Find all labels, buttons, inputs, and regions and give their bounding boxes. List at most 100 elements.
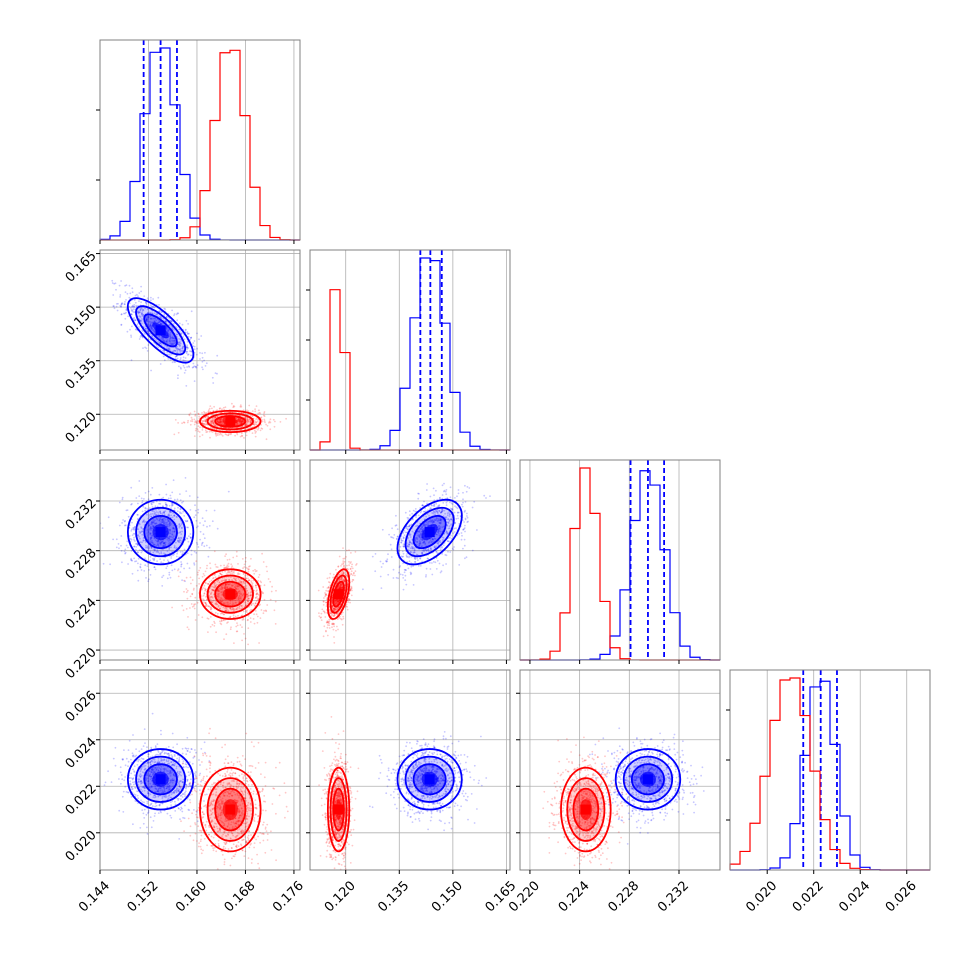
scatter-point (151, 327, 154, 330)
scatter-point (120, 303, 123, 306)
scatter-point (239, 420, 241, 422)
scatter-point (246, 595, 248, 597)
scatter-point (231, 565, 234, 568)
scatter-point (170, 339, 173, 342)
scatter-point (238, 420, 241, 423)
scatter-point (169, 576, 172, 579)
scatter-point (235, 625, 238, 628)
scatter-point (226, 603, 229, 606)
scatter-point (182, 421, 185, 424)
scatter-point (149, 533, 152, 536)
scatter-point (204, 602, 207, 605)
scatter-point (225, 609, 227, 612)
scatter-point (225, 567, 228, 569)
scatter-point (140, 334, 143, 337)
scatter-point (176, 350, 179, 352)
scatter-point (249, 617, 252, 619)
scatter-point (240, 422, 243, 424)
scatter-point (228, 583, 231, 586)
scatter-point (227, 570, 229, 572)
scatter-point (180, 563, 183, 565)
scatter-point (267, 578, 270, 580)
scatter-point (168, 542, 171, 544)
scatter-point (177, 431, 180, 434)
scatter-point (215, 583, 218, 586)
scatter-point (235, 601, 238, 604)
scatter-point (157, 511, 159, 514)
scatter-point (250, 604, 253, 606)
scatter-point (239, 420, 242, 423)
scatter-point (178, 365, 180, 368)
scatter-point (342, 557, 345, 560)
scatter-point (178, 338, 181, 340)
scatter-point (178, 343, 181, 345)
scatter-point (198, 577, 201, 580)
scatter-point (262, 561, 265, 563)
scatter-point (244, 424, 247, 426)
scatter-point (405, 583, 408, 586)
scatter-point (169, 532, 172, 535)
scatter-point (170, 514, 173, 517)
scatter-point (201, 616, 204, 619)
scatter-point (176, 333, 178, 336)
scatter-point (249, 594, 252, 597)
scatter-point (403, 571, 406, 574)
scatter-point (141, 318, 143, 320)
scatter-point (199, 352, 201, 354)
scatter-point (147, 563, 149, 565)
scatter-point (141, 315, 144, 317)
scatter-point (245, 604, 247, 606)
scatter-point (266, 570, 268, 573)
scatter-point (147, 316, 150, 319)
panel-frame (99, 39, 301, 241)
scatter-point (342, 547, 344, 549)
scatter-point (443, 482, 445, 485)
scatter-point (241, 594, 244, 596)
scatter-point (238, 414, 241, 417)
scatter-point (246, 611, 248, 614)
scatter-point (195, 422, 198, 424)
scatter-point (141, 501, 144, 504)
scatter-point (220, 601, 223, 603)
scatter-point (221, 587, 224, 589)
scatter-point (221, 579, 224, 582)
scatter-point (162, 519, 165, 522)
scatter-point (180, 332, 183, 335)
scatter-point (193, 348, 196, 351)
scatter-point (132, 532, 135, 535)
scatter-point (411, 547, 414, 549)
scatter-point (187, 365, 190, 367)
scatter-point (235, 422, 238, 425)
scatter-point (164, 543, 167, 546)
scatter-point (123, 550, 126, 553)
scatter-point (137, 534, 140, 537)
scatter-point (143, 332, 146, 334)
scatter-point (142, 539, 145, 542)
scatter-point (202, 533, 205, 536)
scatter-point (178, 341, 181, 344)
scatter-point (173, 544, 176, 547)
scatter-point (176, 525, 179, 527)
scatter-point (274, 623, 277, 625)
scatter-point (187, 354, 189, 356)
scatter-point (260, 427, 263, 430)
panel-content (111, 279, 287, 441)
scatter-point (172, 527, 175, 530)
scatter-point (170, 555, 173, 557)
scatter-point (183, 359, 186, 362)
scatter-point (177, 540, 179, 543)
scatter-point (224, 583, 227, 586)
scatter-point (471, 506, 474, 509)
scatter-point (212, 420, 215, 423)
scatter-point (193, 603, 196, 606)
scatter-point (220, 588, 222, 591)
scatter-point (149, 532, 152, 535)
scatter-point (440, 511, 443, 514)
scatter-point (130, 313, 133, 315)
scatter-point (385, 560, 388, 563)
scatter-point (463, 527, 466, 529)
scatter-point (212, 409, 215, 412)
scatter-point (219, 421, 221, 424)
scatter-point (423, 550, 425, 553)
scatter-point (172, 504, 174, 506)
